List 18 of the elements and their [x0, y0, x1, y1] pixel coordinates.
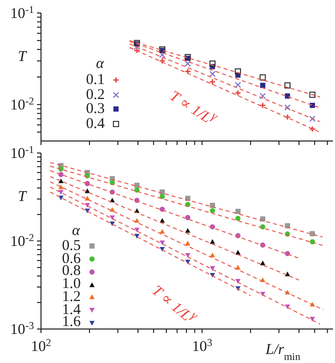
- legend-label: 0.2: [86, 86, 105, 102]
- legend-label: 1.6: [62, 314, 81, 330]
- legend-label: 0.3: [86, 101, 105, 117]
- y-axis-title: T: [18, 49, 28, 65]
- y-tick-label: 10$^{-2}$: [10, 96, 34, 114]
- y-tick-label: 10$^{-1}$: [10, 4, 34, 22]
- y-tick-label: 10$^{-1}$: [10, 144, 34, 162]
- y-tick-label: 10$^{-2}$: [10, 232, 34, 250]
- legend-label: 0.5: [62, 238, 81, 254]
- legend-label: 0.1: [86, 72, 105, 88]
- legend-title: α: [71, 223, 81, 240]
- legend-label: 0.4: [86, 116, 105, 132]
- legend-title: α: [95, 56, 105, 72]
- x-tick-label: 10$^{3}$: [192, 338, 212, 355]
- y-tick-label: 10$^{-3}$: [10, 320, 34, 338]
- y-axis-title: T: [18, 189, 28, 205]
- x-axis-title: L/r$_{min}$: [264, 342, 302, 362]
- x-tick-label: 10$^{2}$: [30, 338, 52, 355]
